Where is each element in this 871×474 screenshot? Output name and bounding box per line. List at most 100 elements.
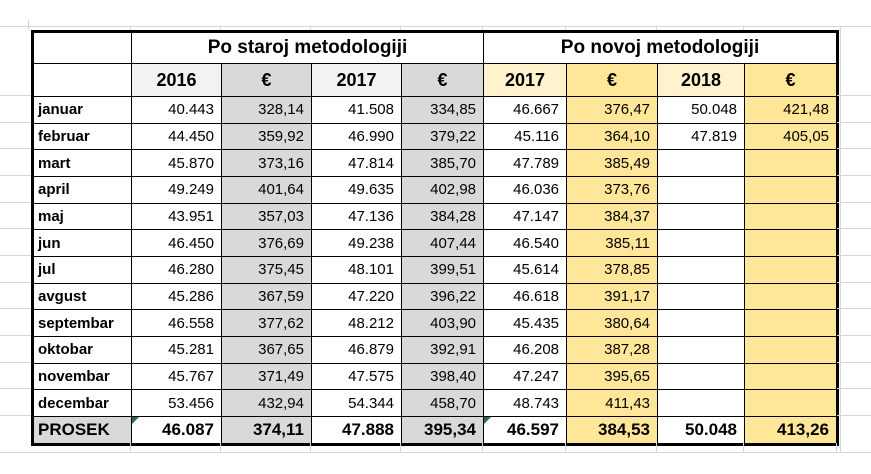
- cell-euro-old-2[interactable]: 385,70: [400, 149, 485, 177]
- cell-2017-old[interactable]: 47.814: [311, 149, 402, 177]
- month-label[interactable]: februar: [32, 122, 132, 151]
- cell-2017-old[interactable]: 49.635: [311, 175, 402, 204]
- column-header-euro-old-2[interactable]: €: [400, 63, 485, 97]
- cell-2017-new[interactable]: 46.540: [483, 229, 568, 257]
- month-label[interactable]: avgust: [32, 282, 132, 311]
- cell-euro-old-1[interactable]: 375,45: [221, 255, 312, 284]
- cell-euro-old-1[interactable]: 357,03: [221, 202, 312, 231]
- column-header-2017-new[interactable]: 2017: [483, 63, 568, 97]
- cell-2017-new[interactable]: 46.208: [483, 335, 568, 364]
- cell-2016-old[interactable]: 46.280: [131, 255, 222, 284]
- cell-euro-old-2[interactable]: 407,44: [400, 229, 485, 257]
- cell-2017-new[interactable]: 48.743: [483, 389, 568, 417]
- cell-euro-new-1[interactable]: 378,85: [566, 255, 659, 284]
- cell-euro-new-2[interactable]: [744, 282, 839, 311]
- cell-euro-old-2[interactable]: 384,28: [400, 202, 485, 231]
- cell-euro-old-2[interactable]: 334,85: [400, 96, 485, 124]
- cell-2018-new[interactable]: [657, 229, 746, 257]
- cell-2017-old[interactable]: 47.575: [311, 362, 402, 391]
- cell-euro-old-2[interactable]: 379,22: [400, 122, 485, 151]
- column-header-2016-old[interactable]: 2016: [131, 63, 222, 97]
- cell-2016-old[interactable]: 45.281: [131, 335, 222, 364]
- cell-euro-new-2[interactable]: [744, 175, 839, 204]
- cell-2016-old[interactable]: 46.558: [131, 309, 222, 337]
- cell-euro-new-2[interactable]: 421,48: [744, 96, 839, 124]
- cell-euro-new-1[interactable]: 373,76: [566, 175, 659, 204]
- column-header-euro-new-2[interactable]: €: [744, 63, 839, 97]
- cell-euro-new-1[interactable]: 376,47: [566, 96, 659, 124]
- cell-euro-new-2[interactable]: [744, 149, 839, 177]
- cell-2016-old[interactable]: 45.870: [131, 149, 222, 177]
- cell-2017-new[interactable]: 46.618: [483, 282, 568, 311]
- cell-2018-new[interactable]: 47.819: [657, 122, 746, 151]
- cell-euro-new-2[interactable]: 405,05: [744, 122, 839, 151]
- month-label[interactable]: januar: [32, 96, 132, 124]
- cell-2017-new[interactable]: 45.116: [483, 122, 568, 151]
- average-cell-euro-old-1[interactable]: 374,11: [221, 415, 312, 445]
- cell-2017-old[interactable]: 41.508: [311, 96, 402, 124]
- month-label[interactable]: mart: [32, 149, 132, 177]
- average-cell-euro-new-2[interactable]: 413,26: [744, 415, 839, 445]
- cell-2016-old[interactable]: 44.450: [131, 122, 222, 151]
- cell-euro-new-1[interactable]: 411,43: [566, 389, 659, 417]
- month-label[interactable]: jun: [32, 229, 132, 257]
- cell-2018-new[interactable]: [657, 175, 746, 204]
- cell-euro-old-2[interactable]: 458,70: [400, 389, 485, 417]
- cell-2018-new[interactable]: [657, 202, 746, 231]
- cell-2017-new[interactable]: 46.036: [483, 175, 568, 204]
- cell-2017-new[interactable]: 45.614: [483, 255, 568, 284]
- cell-2016-old[interactable]: 46.450: [131, 229, 222, 257]
- cell-2017-old[interactable]: 46.990: [311, 122, 402, 151]
- cell-2018-new[interactable]: [657, 362, 746, 391]
- cell-2017-old[interactable]: 48.101: [311, 255, 402, 284]
- group-header-old-methodology[interactable]: Po staroj metodologiji: [130, 31, 485, 64]
- average-cell-2018-new[interactable]: 50.048: [657, 415, 746, 445]
- cell-euro-new-1[interactable]: 387,28: [566, 335, 659, 364]
- cell-euro-new-2[interactable]: [744, 255, 839, 284]
- cell-euro-new-2[interactable]: [744, 309, 839, 337]
- cell-2016-old[interactable]: 53.456: [131, 389, 222, 417]
- average-cell-euro-old-2[interactable]: 395,34: [400, 415, 485, 445]
- cell-euro-old-2[interactable]: 403,90: [400, 309, 485, 337]
- month-label[interactable]: oktobar: [32, 335, 132, 364]
- month-label[interactable]: april: [32, 175, 132, 204]
- column-header-2018-new[interactable]: 2018: [657, 63, 746, 97]
- cell-euro-new-1[interactable]: 395,65: [566, 362, 659, 391]
- cell-2018-new[interactable]: [657, 389, 746, 417]
- cell-euro-new-1[interactable]: 385,11: [566, 229, 659, 257]
- cell-euro-old-1[interactable]: 376,69: [221, 229, 312, 257]
- cell-2017-new[interactable]: 46.667: [483, 96, 568, 124]
- average-cell-2016-old[interactable]: 46.087: [131, 415, 222, 445]
- cell-euro-new-1[interactable]: 391,17: [566, 282, 659, 311]
- column-header-empty[interactable]: [32, 63, 132, 97]
- cell-2018-new[interactable]: 50.048: [657, 96, 746, 124]
- cell-2017-old[interactable]: 46.879: [311, 335, 402, 364]
- cell-2016-old[interactable]: 45.286: [131, 282, 222, 311]
- cell-2017-old[interactable]: 47.220: [311, 282, 402, 311]
- cell-euro-old-2[interactable]: 396,22: [400, 282, 485, 311]
- average-cell-2017-new[interactable]: 46.597: [483, 415, 568, 445]
- cell-2018-new[interactable]: [657, 282, 746, 311]
- cell-euro-old-1[interactable]: 432,94: [221, 389, 312, 417]
- cell-euro-old-1[interactable]: 359,92: [221, 122, 312, 151]
- month-label[interactable]: septembar: [32, 309, 132, 337]
- group-header-new-methodology[interactable]: Po novoj metodologiji: [483, 31, 839, 64]
- cell-euro-new-1[interactable]: 384,37: [566, 202, 659, 231]
- cell-2016-old[interactable]: 45.767: [131, 362, 222, 391]
- column-header-euro-old-1[interactable]: €: [221, 63, 312, 97]
- cell-2018-new[interactable]: [657, 149, 746, 177]
- cell-2017-new[interactable]: 47.789: [483, 149, 568, 177]
- cell-2017-old[interactable]: 48.212: [311, 309, 402, 337]
- month-label[interactable]: decembar: [32, 389, 132, 417]
- cell-euro-old-1[interactable]: 377,62: [221, 309, 312, 337]
- average-cell-euro-new-1[interactable]: 384,53: [566, 415, 659, 445]
- month-label[interactable]: jul: [32, 255, 132, 284]
- cell-euro-old-1[interactable]: 401,64: [221, 175, 312, 204]
- cell-2016-old[interactable]: 40.443: [131, 96, 222, 124]
- column-header-2017-old[interactable]: 2017: [311, 63, 402, 97]
- cell-euro-new-1[interactable]: 385,49: [566, 149, 659, 177]
- cell-2016-old[interactable]: 43.951: [131, 202, 222, 231]
- cell-euro-new-2[interactable]: [744, 335, 839, 364]
- cell-2017-new[interactable]: 47.147: [483, 202, 568, 231]
- month-label[interactable]: novembar: [32, 362, 132, 391]
